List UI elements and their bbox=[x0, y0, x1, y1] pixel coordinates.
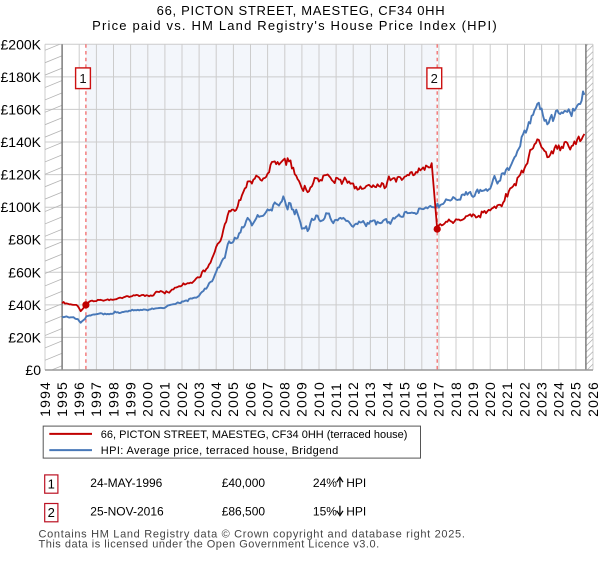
svg-text:2026: 2026 bbox=[585, 381, 600, 417]
svg-text:1: 1 bbox=[79, 71, 86, 86]
svg-text:Price paid vs. HM Land Registr: Price paid vs. HM Land Registry's House … bbox=[92, 18, 498, 33]
svg-text:24%: 24% bbox=[313, 476, 337, 490]
svg-text:£40,000: £40,000 bbox=[222, 476, 266, 490]
svg-text:£160K: £160K bbox=[1, 101, 42, 117]
svg-text:15%: 15% bbox=[313, 505, 337, 519]
svg-text:1999: 1999 bbox=[122, 381, 138, 417]
svg-text:£180K: £180K bbox=[1, 69, 42, 85]
svg-text:2022: 2022 bbox=[516, 381, 532, 417]
svg-text:2013: 2013 bbox=[362, 381, 378, 417]
svg-text:£140K: £140K bbox=[1, 134, 42, 150]
svg-text:2012: 2012 bbox=[345, 381, 361, 417]
svg-text:2019: 2019 bbox=[465, 381, 481, 417]
svg-text:HPI: HPI bbox=[346, 476, 366, 490]
svg-text:£40K: £40K bbox=[8, 297, 41, 313]
svg-text:£20K: £20K bbox=[8, 329, 41, 345]
svg-text:Contains HM Land Registry data: Contains HM Land Registry data © Crown c… bbox=[39, 528, 466, 540]
svg-text:2020: 2020 bbox=[482, 381, 498, 417]
svg-text:2006: 2006 bbox=[242, 381, 258, 417]
svg-text:1995: 1995 bbox=[54, 381, 70, 417]
svg-text:2: 2 bbox=[48, 505, 55, 520]
svg-text:2010: 2010 bbox=[311, 381, 327, 417]
svg-text:2024: 2024 bbox=[551, 381, 567, 417]
svg-text:1994: 1994 bbox=[37, 381, 53, 417]
svg-text:66, PICTON STREET, MAESTEG, CF: 66, PICTON STREET, MAESTEG, CF34 0HH (te… bbox=[101, 429, 408, 441]
svg-text:2008: 2008 bbox=[277, 381, 293, 417]
svg-text:2018: 2018 bbox=[448, 381, 464, 417]
svg-text:2023: 2023 bbox=[533, 381, 549, 417]
svg-text:24-MAY-1996: 24-MAY-1996 bbox=[90, 476, 162, 490]
svg-text:2004: 2004 bbox=[208, 381, 224, 417]
svg-text:66, PICTON STREET, MAESTEG, CF: 66, PICTON STREET, MAESTEG, CF34 0HH bbox=[157, 3, 446, 18]
svg-text:1: 1 bbox=[48, 477, 55, 492]
svg-text:1997: 1997 bbox=[88, 381, 104, 417]
svg-text:2021: 2021 bbox=[499, 381, 515, 417]
svg-text:£100K: £100K bbox=[1, 199, 42, 215]
svg-text:2: 2 bbox=[431, 71, 438, 86]
svg-text:£60K: £60K bbox=[8, 264, 41, 280]
svg-text:£0: £0 bbox=[25, 362, 41, 378]
svg-text:2025: 2025 bbox=[568, 381, 584, 417]
svg-text:£86,500: £86,500 bbox=[222, 505, 266, 519]
svg-text:1998: 1998 bbox=[105, 381, 121, 417]
svg-text:2005: 2005 bbox=[225, 381, 241, 417]
svg-text:£120K: £120K bbox=[1, 167, 42, 183]
svg-text:£80K: £80K bbox=[8, 232, 41, 248]
svg-text:2015: 2015 bbox=[396, 381, 412, 417]
svg-text:This data is licensed under th: This data is licensed under the Open Gov… bbox=[39, 538, 380, 550]
svg-text:2000: 2000 bbox=[140, 381, 156, 417]
svg-text:2007: 2007 bbox=[259, 381, 275, 417]
svg-text:2003: 2003 bbox=[191, 381, 207, 417]
svg-text:HPI: HPI bbox=[346, 505, 366, 519]
svg-text:1996: 1996 bbox=[71, 381, 87, 417]
svg-text:2017: 2017 bbox=[431, 381, 447, 417]
svg-text:2001: 2001 bbox=[157, 381, 173, 417]
svg-text:HPI: Average price, terraced h: HPI: Average price, terraced house, Brid… bbox=[101, 445, 339, 457]
svg-text:2002: 2002 bbox=[174, 381, 190, 417]
svg-text:2009: 2009 bbox=[294, 381, 310, 417]
svg-text:£200K: £200K bbox=[1, 36, 42, 52]
svg-text:25-NOV-2016: 25-NOV-2016 bbox=[90, 505, 164, 519]
svg-text:2016: 2016 bbox=[414, 381, 430, 417]
svg-text:2011: 2011 bbox=[328, 382, 344, 417]
svg-text:2014: 2014 bbox=[379, 381, 395, 417]
